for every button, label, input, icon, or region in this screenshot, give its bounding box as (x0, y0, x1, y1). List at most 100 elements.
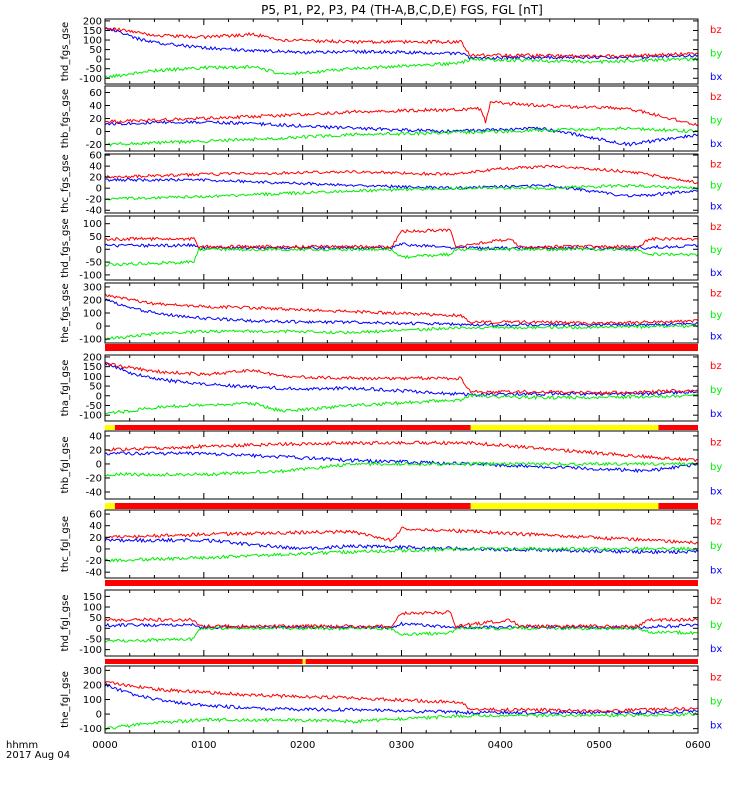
y-tick-label: 40 (89, 431, 102, 442)
y-tick-label: -50 (86, 401, 102, 412)
y-axis-label: thb_fgl_gse (60, 437, 71, 494)
y-tick-label: 60 (89, 510, 102, 521)
x-axis-group: 0000 0100 0200 0300 0400 0500 0600 (92, 740, 710, 751)
y-tick-label: -100 (79, 74, 102, 85)
y-tick-label: 300 (83, 666, 102, 677)
y-tick-label: -100 (79, 724, 102, 735)
series-bz-line (105, 610, 698, 629)
y-tick-label: 50 (89, 45, 102, 56)
y-tick-label: 50 (89, 613, 102, 624)
legend-bx: bx (710, 486, 722, 497)
legend-bz: bz (710, 92, 722, 103)
legend-bx: bx (710, 644, 722, 655)
panel-7: -40 -20 0 20 40 thb_fgl_gse bz by bx (60, 430, 722, 500)
y-tick-label: -100 (79, 270, 102, 281)
y-tick-label: -50 (86, 258, 102, 269)
series-bz-line (105, 361, 698, 396)
y-axis-label: the_fgs_gse (60, 283, 71, 342)
y-tick-label: -20 (86, 473, 102, 484)
y-axis-label: the_fgl_gse (60, 671, 71, 728)
y-axis-label: tha_fgl_gse (60, 360, 71, 417)
legend-bx: bx (710, 268, 722, 279)
legend-bz: bz (710, 25, 722, 36)
y-tick-label: 40 (89, 521, 102, 532)
mode-bar-segment (658, 503, 698, 509)
series-by-line (105, 126, 698, 147)
y-tick-label: 100 (83, 36, 102, 47)
y-tick-label: 150 (83, 592, 102, 603)
y-tick-label: 0 (96, 391, 102, 402)
figure-title: P5, P1, P2, P3, P4 (TH-A,B,C,D,E) FGS, F… (261, 3, 543, 17)
y-tick-label: 60 (89, 88, 102, 99)
series-bx-line (105, 682, 698, 716)
series-bz-line (105, 26, 698, 59)
mode-bar-segment (470, 425, 659, 430)
y-tick-label: -50 (86, 64, 102, 75)
x-tick-label: 0200 (290, 740, 315, 751)
y-tick-label: 20 (89, 114, 102, 125)
y-tick-label: 0 (96, 245, 102, 256)
series-by-line (105, 625, 698, 643)
series-bz-line (105, 293, 698, 326)
y-tick-label: 0 (96, 459, 102, 470)
y-tick-label: -40 (86, 206, 102, 217)
legend-bx: bx (710, 565, 722, 576)
y-tick-label: 20 (89, 533, 102, 544)
series-bz-line (105, 440, 698, 463)
series-bx-line (105, 119, 698, 147)
legend-by: by (710, 49, 722, 60)
y-tick-label: 20 (89, 173, 102, 184)
series-bx-line (105, 27, 698, 61)
y-axis-label: thd_fgs_gse (60, 218, 71, 277)
legend-bz: bz (710, 159, 722, 170)
series-by-line (105, 56, 698, 80)
panel-10: -100 0 100 200 300 the_fgl_gse bz by bx (60, 665, 722, 735)
y-tick-label: 100 (83, 603, 102, 614)
legend-bz: bz (710, 517, 722, 528)
legend-bx: bx (710, 332, 722, 343)
mode-bar-segment (302, 659, 306, 664)
y-tick-label: -20 (86, 556, 102, 567)
legend-by: by (710, 245, 722, 256)
y-tick-label: 0 (96, 322, 102, 333)
mode-bar-segment (114, 503, 471, 509)
y-tick-label: -20 (86, 140, 102, 151)
series-by-line (105, 461, 698, 477)
legend-by: by (710, 462, 722, 473)
y-tick-label: -100 (79, 335, 102, 346)
mode-bar-segment (105, 659, 303, 664)
series-bx-line (105, 537, 698, 555)
y-tick-label: 0 (96, 127, 102, 138)
y-tick-label: -100 (79, 411, 102, 422)
legend-by: by (710, 541, 722, 552)
legend-bx: bx (710, 721, 722, 732)
series-bz-line (105, 681, 698, 714)
y-axis-label: thc_fgl_gse (60, 516, 71, 572)
legend-bz: bz (710, 672, 722, 683)
x-tick-label: 0300 (389, 740, 414, 751)
legend-bz: bz (710, 222, 722, 233)
legend-by: by (710, 310, 722, 321)
x-tick-label: 0600 (685, 740, 710, 751)
y-tick-label: 60 (89, 151, 102, 162)
mode-bars-group (105, 344, 698, 664)
y-tick-label: 300 (83, 282, 102, 293)
y-tick-label: 150 (83, 26, 102, 37)
y-axis-label: thd_fgs_gse (60, 22, 71, 81)
legend-bz: bz (710, 361, 722, 372)
panel-2: -20 0 20 40 60 thb_fgs_gse bz by bx (60, 85, 722, 152)
panel-frame (104, 153, 699, 214)
y-tick-label: 100 (83, 219, 102, 230)
mode-bar-segment (105, 425, 115, 430)
mode-bar-segment (105, 580, 698, 586)
mode-bar-segment (105, 503, 115, 509)
series-bx-line (105, 298, 698, 328)
legend-bx: bx (710, 72, 722, 83)
mode-bar-segment (105, 344, 698, 351)
